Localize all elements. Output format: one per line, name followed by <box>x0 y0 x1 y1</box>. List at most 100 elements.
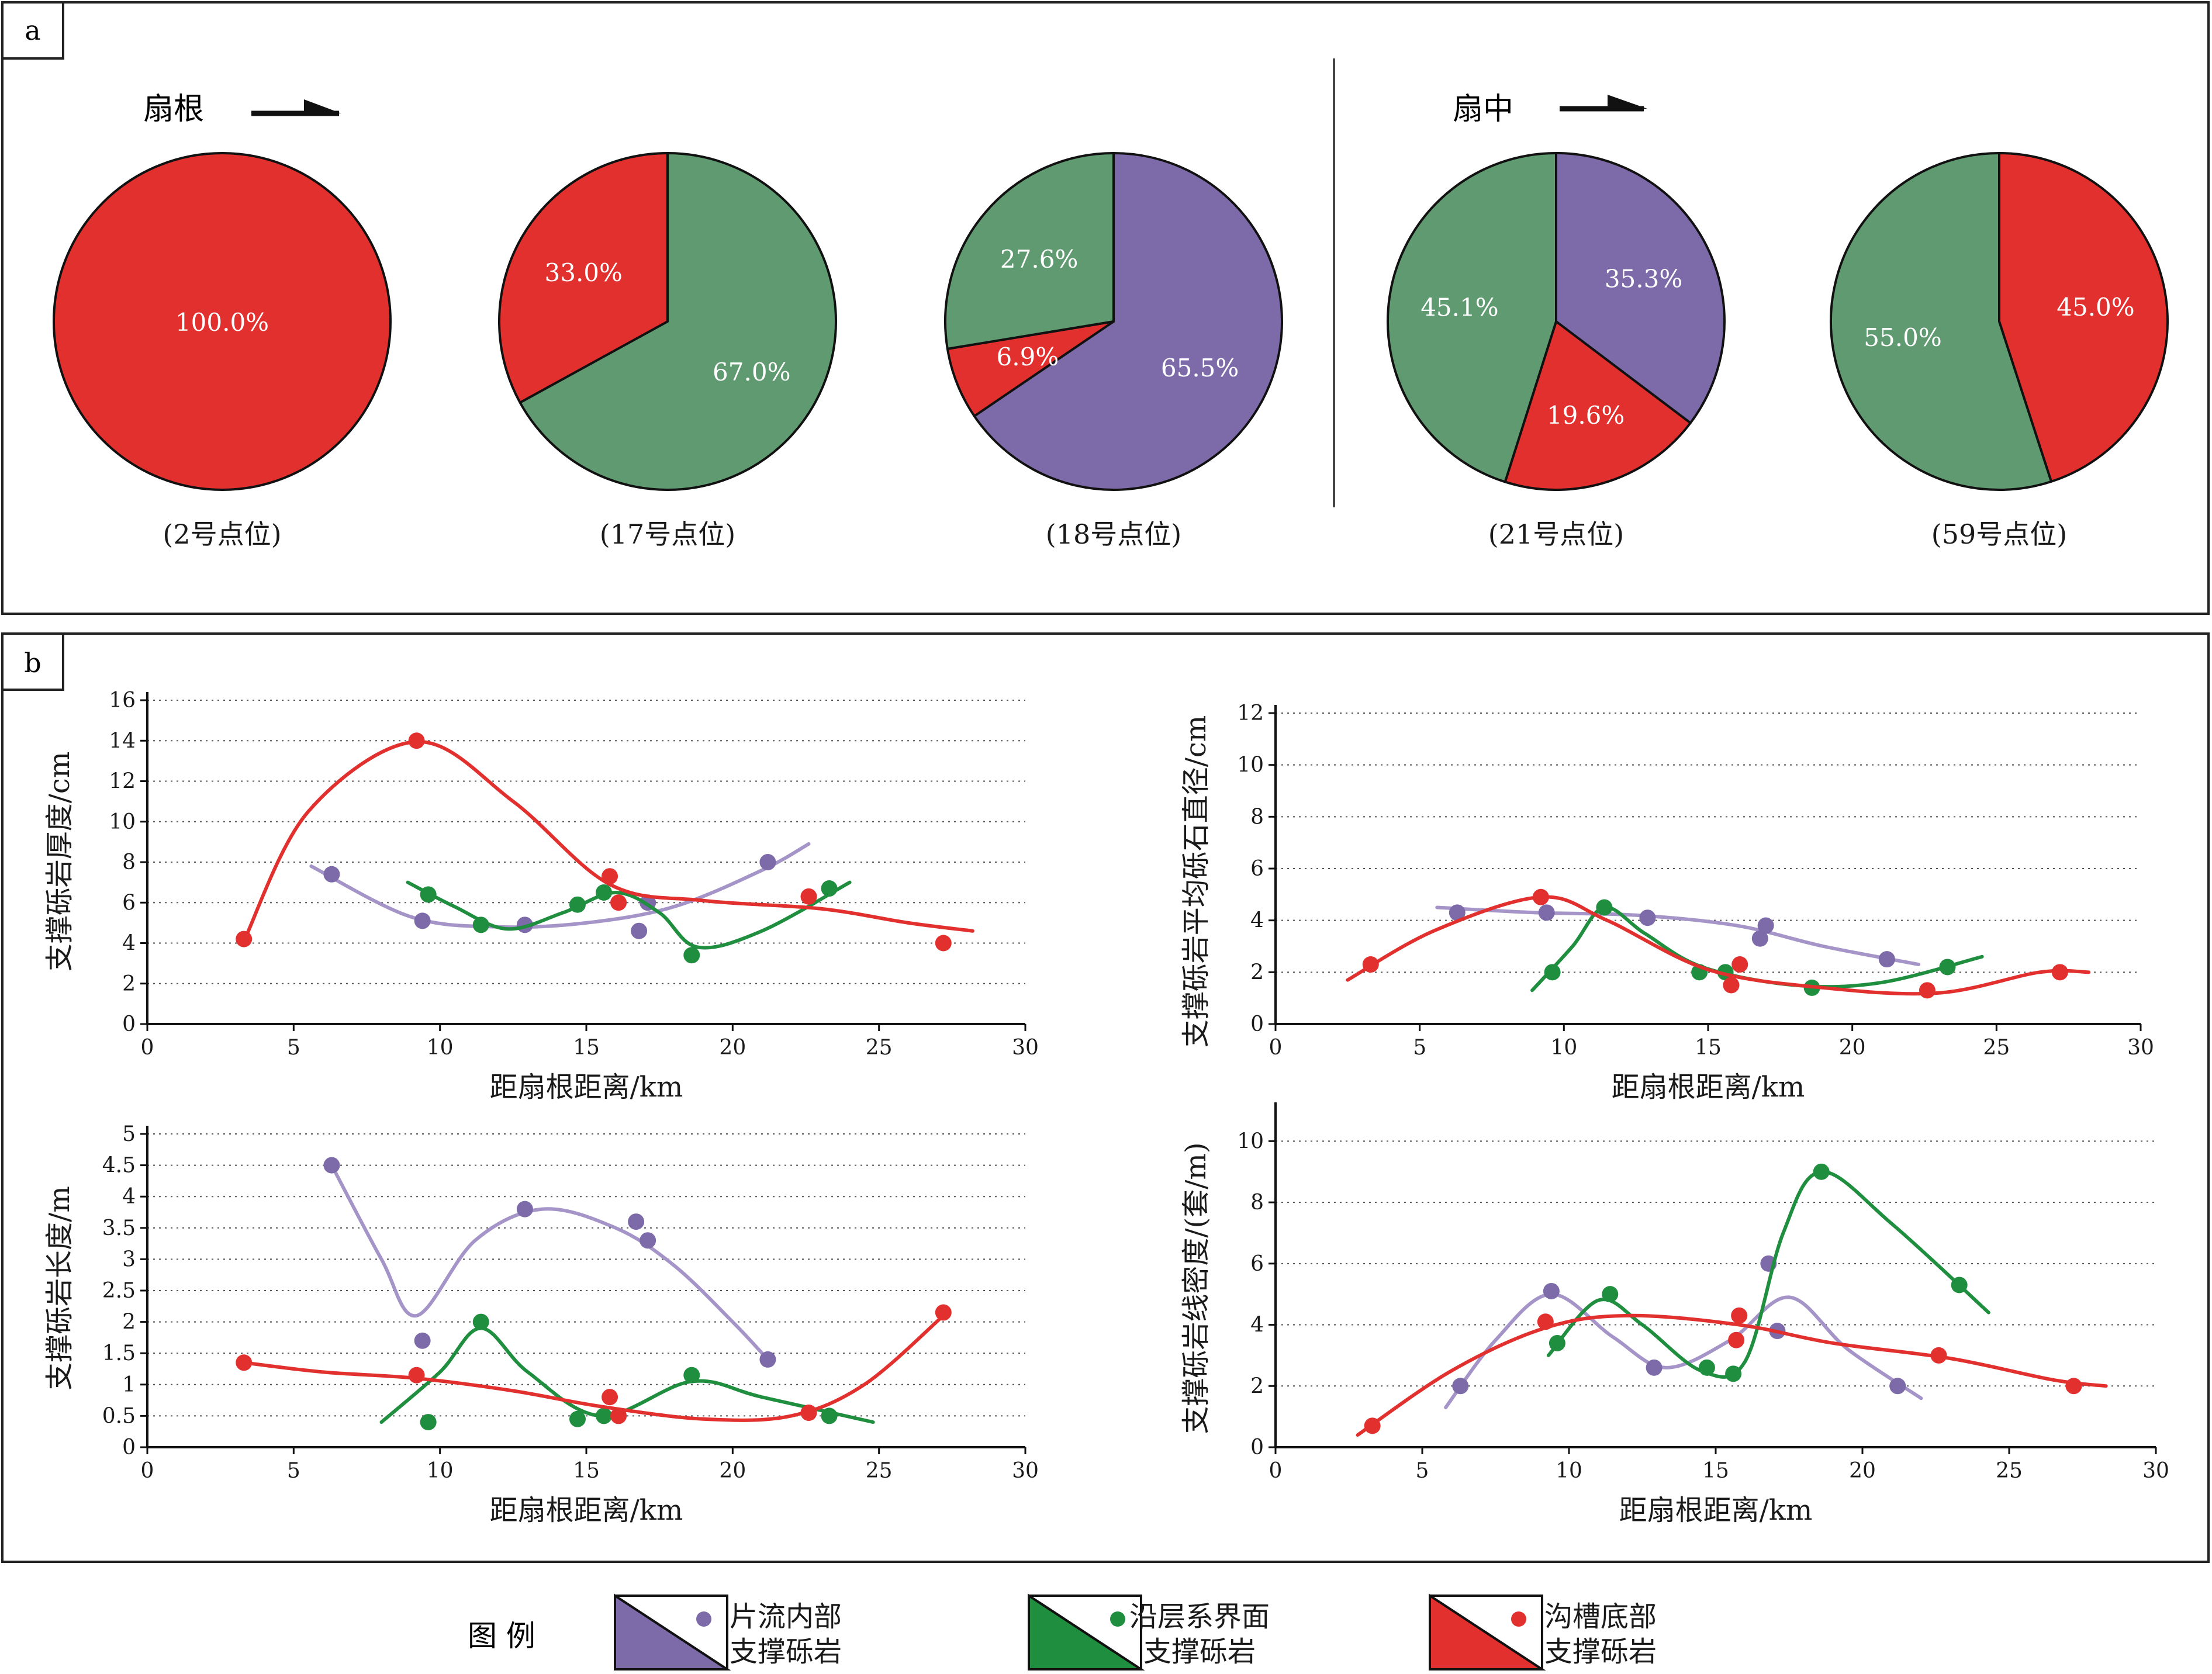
x-tick-label: 20 <box>1849 1459 1876 1483</box>
legend-swatch-diagonal <box>614 1595 728 1670</box>
legend-label-line2: 支撑砾岩 <box>1544 1635 1657 1668</box>
data-point-channel <box>1723 977 1740 994</box>
data-point-channel <box>1919 982 1935 999</box>
pie-slice-label: 55.0% <box>1864 323 1941 352</box>
y-tick-label: 4 <box>1250 909 1264 933</box>
pie-slice-label: 100.0% <box>175 308 269 337</box>
data-point-channel <box>602 868 618 885</box>
pie-slice-label: 45.1% <box>1420 293 1498 321</box>
x-tick-label: 15 <box>573 1459 600 1483</box>
y-tick-label: 4 <box>122 932 136 956</box>
series-curve-bedding <box>1546 1170 1990 1379</box>
y-axis-title: 支撑砾岩长度/m <box>43 1186 76 1391</box>
series-curve-channel <box>242 1313 945 1422</box>
legend-title: 图 例 <box>468 1619 535 1653</box>
y-tick-label: 3.5 <box>102 1216 136 1240</box>
pie-caption: (18号点位) <box>1046 518 1181 550</box>
data-point-channel <box>1728 1331 1745 1348</box>
legend-dot <box>1110 1611 1125 1627</box>
data-point-channel <box>1930 1347 1947 1364</box>
data-point-channel <box>2065 1378 2082 1395</box>
data-point-bedding <box>821 880 838 897</box>
y-tick-label: 12 <box>109 770 136 794</box>
y-tick-label: 1 <box>122 1373 136 1397</box>
x-tick-label: 30 <box>2127 1036 2154 1060</box>
data-point-channel <box>935 1304 952 1321</box>
pie-caption: (2号点位) <box>163 518 281 550</box>
y-tick-label: 10 <box>109 810 136 834</box>
x-tick-label: 10 <box>1550 1036 1577 1060</box>
pie-chart-5: 45.0% 55.0% (59号点位) <box>1830 152 2169 550</box>
data-point-sheet <box>516 1201 533 1218</box>
data-point-channel <box>408 1367 425 1384</box>
x-tick-label: 30 <box>1012 1036 1039 1060</box>
x-tick-label: 10 <box>427 1036 454 1060</box>
group1-title: 扇根 <box>143 92 204 127</box>
y-tick-label: 8 <box>122 850 136 874</box>
y-tick-label: 16 <box>109 689 136 713</box>
plot-4: 0 2 4 6 8 10 0 5 10 15 20 25 30 距扇根距离/km 支撑砾岩线密度/(套/m) <box>1180 1102 2169 1527</box>
pie-slice <box>1998 152 2169 483</box>
data-point-bedding <box>420 1414 437 1431</box>
legend-dot <box>1511 1611 1526 1627</box>
y-tick-label: 8 <box>1250 1191 1264 1215</box>
y-axis-title: 支撑砾岩厚度/cm <box>43 752 76 972</box>
legend-label-line2: 支撑砾岩 <box>1143 1635 1256 1668</box>
data-point-channel <box>2051 964 2068 981</box>
data-point-sheet <box>759 1351 776 1368</box>
x-tick-label: 10 <box>427 1459 454 1483</box>
data-point-channel <box>610 894 627 911</box>
x-tick-label: 15 <box>1702 1459 1729 1483</box>
y-tick-label: 0 <box>122 1012 136 1036</box>
panel-b-label-box <box>1 632 64 691</box>
panel-a-label-box <box>1 1 64 60</box>
data-point-bedding <box>1939 959 1956 976</box>
series-curve-bedding <box>1530 905 1984 992</box>
panel-a-label: a <box>25 15 40 46</box>
x-tick-label: 0 <box>141 1036 154 1060</box>
pie-chart-4: 35.3% 19.6% 45.1% (21号点位) <box>1387 152 1726 550</box>
legend-label-line1: 片流内部 <box>730 1600 842 1633</box>
group2-arrow <box>1560 95 1647 112</box>
pie-slice <box>1555 152 1726 424</box>
panel-b-border <box>1 632 2210 1563</box>
data-point-bedding <box>596 884 613 901</box>
y-tick-label: 4 <box>1250 1313 1264 1337</box>
plot-3: 0 0.5 1 1.5 2 2.5 3 3.5 4 4.5 5 0 5 10 15 20 25 30 距扇根距离/k… <box>43 1122 1039 1527</box>
x-tick-label: 10 <box>1556 1459 1582 1483</box>
pie-slice <box>973 152 1283 491</box>
x-tick-label: 15 <box>1695 1036 1722 1060</box>
series-curve-sheet <box>1435 905 1921 967</box>
x-tick-label: 15 <box>573 1036 600 1060</box>
data-point-sheet <box>414 912 431 929</box>
data-point-channel <box>1532 888 1549 905</box>
legend-label-line1: 沿层系界面 <box>1129 1600 1270 1633</box>
y-tick-label: 6 <box>1250 1252 1264 1276</box>
pie-chart-2: 67.0% 33.0% (17号点位) <box>498 152 837 550</box>
y-tick-label: 3 <box>122 1247 136 1271</box>
data-point-sheet <box>1878 951 1895 968</box>
y-tick-label: 2 <box>122 1310 136 1334</box>
data-point-bedding <box>420 886 437 903</box>
data-point-bedding <box>596 1407 613 1424</box>
data-point-sheet <box>323 1157 340 1174</box>
pie-slice-label: 45.0% <box>2057 293 2134 321</box>
y-tick-label: 6 <box>122 891 136 915</box>
y-tick-label: 4.5 <box>102 1154 136 1178</box>
series-curve-sheet <box>1444 1292 1923 1409</box>
data-point-sheet <box>323 866 340 883</box>
y-tick-label: 4 <box>122 1185 136 1209</box>
pie-caption: (59号点位) <box>1931 518 2067 550</box>
data-point-sheet <box>1757 917 1774 934</box>
x-tick-label: 0 <box>1269 1459 1283 1483</box>
pie-slice-label: 67.0% <box>713 358 790 386</box>
data-point-bedding <box>1544 964 1561 981</box>
pie-slice <box>53 152 392 491</box>
data-point-sheet <box>1639 909 1656 926</box>
x-tick-label: 5 <box>287 1459 300 1483</box>
pie-chart-1: 100.0% (2号点位) <box>53 152 392 550</box>
series-curve-channel <box>242 739 974 943</box>
data-point-bedding <box>821 1407 838 1424</box>
